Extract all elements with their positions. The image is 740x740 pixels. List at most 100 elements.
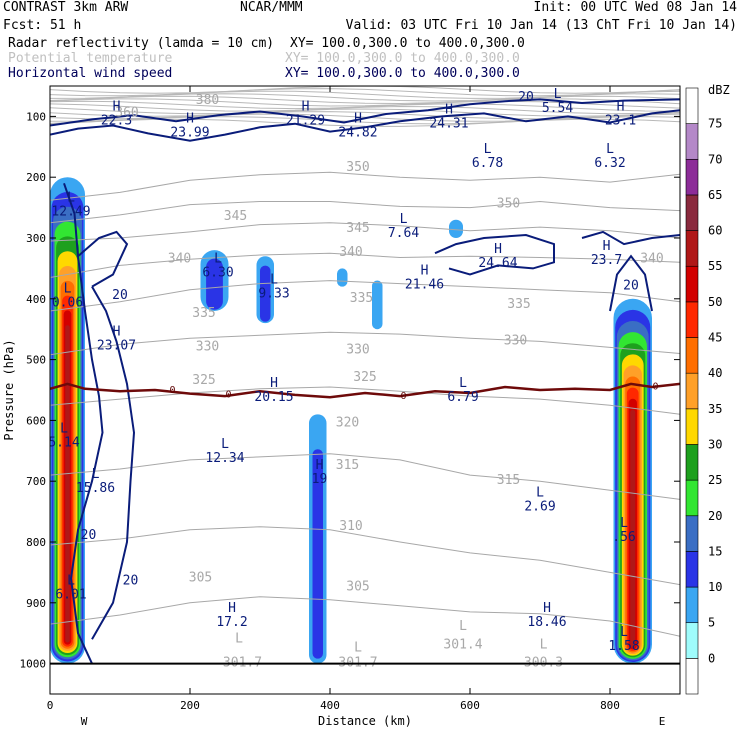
theta-label: 340 — [640, 251, 663, 266]
theta-contour-305 — [50, 596, 680, 637]
reflectivity-band — [372, 280, 383, 330]
colorbar-level-label: 30 — [708, 437, 722, 451]
theta-label: 360 — [115, 105, 138, 120]
wind-extremum-type: H — [354, 111, 362, 126]
reflectivity-band — [260, 265, 271, 322]
header-model: CONTRAST 3km ARW — [3, 0, 128, 15]
theta-upper-contour — [50, 98, 680, 107]
wind-extremum-type: L — [536, 485, 544, 500]
colorbar-swatch — [685, 408, 699, 445]
x-left-endpoint-label: W — [81, 715, 88, 728]
wind-extremum-value: 22.3 — [101, 113, 132, 128]
wind-extremum-type: L — [64, 282, 72, 297]
wind-extremum-type: L — [270, 273, 278, 288]
wind-extremum-type: L — [92, 467, 100, 482]
colorbar-swatch — [685, 622, 699, 659]
wind-extremum-value: 9.33 — [258, 287, 289, 302]
wind-extremum-type: L — [221, 437, 229, 452]
wind-extremum-value: 2.69 — [524, 499, 555, 514]
colorbar-level-label: 60 — [708, 224, 722, 238]
reflectivity-cell — [372, 280, 383, 330]
y-tick-label: 300 — [26, 232, 46, 245]
theta-label: 310 — [339, 519, 362, 534]
theta-contour-335 — [50, 252, 680, 278]
wind-extremum-type: H — [113, 324, 121, 339]
wind-extremum-value: 23.07 — [97, 338, 136, 353]
header-org: NCAR/MMM — [240, 0, 303, 15]
theta-label: 350 — [346, 160, 369, 175]
theta-label: 315 — [497, 473, 520, 488]
wind-extremum-type: H — [228, 601, 236, 616]
theta-label: 335 — [192, 306, 215, 321]
colorbar-swatch — [685, 444, 699, 481]
theta-label: 305 — [346, 580, 369, 595]
theta-label: 330 — [346, 343, 369, 358]
freezing-level-line — [50, 382, 680, 399]
wind-extremum-type: L — [459, 376, 467, 391]
y-tick-label: 700 — [26, 475, 46, 488]
colorbar-swatch — [685, 479, 699, 517]
theta-label: 335 — [507, 297, 530, 312]
theta-label: 325 — [353, 370, 376, 385]
y-axis-label: Pressure (hPa) — [2, 339, 16, 440]
theta-extremum-marker: L — [459, 619, 467, 634]
theta-contour-layer — [50, 171, 680, 637]
wind-isotach — [609, 254, 653, 312]
wind-isotach — [63, 182, 104, 665]
theta-upper-contour — [50, 95, 680, 105]
theta-extremum-marker: L — [235, 631, 243, 646]
colorbar-level-label: 55 — [708, 259, 722, 273]
freezing-level-label: 0 — [652, 382, 658, 393]
colorbar-level-label: 75 — [708, 117, 722, 131]
wind-extremum-value: 0.06 — [52, 296, 83, 311]
wind-extremum-value: 6.30 — [202, 265, 233, 280]
wind-extremum-type: L — [400, 212, 408, 227]
freezing-level-layer: 0 0 0 0 — [50, 382, 680, 402]
wind-extremum-value: 5.54 — [542, 101, 573, 116]
y-tick-label: 100 — [26, 110, 46, 123]
theta-contour-325 — [50, 331, 680, 356]
wind-isotach — [581, 230, 680, 246]
colorbar-swatch — [685, 158, 699, 196]
wind-isotach — [91, 286, 136, 640]
theta-upper-contour — [50, 86, 680, 94]
field-theta-xy: XY= 100.0,300.0 to 400.0,300.0 — [285, 51, 520, 66]
wind-isotach — [434, 233, 555, 276]
theta-label: 380 — [196, 93, 219, 108]
x-axis-label: Distance (km) — [318, 714, 412, 728]
wind-extremum-value: 21.29 — [286, 113, 325, 128]
wind-extremum-type: L — [214, 251, 222, 266]
colorbar-level-label: 40 — [708, 366, 722, 380]
plot-area: 0 0 0 0 380 360 350 350 345 345 340 340 340 335 335 33… — [49, 85, 681, 695]
colorbar-level-label: 45 — [708, 331, 722, 345]
colorbar-swatch — [685, 658, 699, 695]
wind-extremum-value: 6.32 — [594, 156, 625, 171]
x-tick-label: 600 — [460, 699, 480, 712]
wind-extremum-type: H — [302, 99, 310, 114]
y-tick-label: 1000 — [20, 658, 47, 671]
theta-contour-320 — [50, 386, 680, 415]
wind-extremum-value: 6.78 — [472, 156, 503, 171]
reflectivity-cell — [309, 414, 327, 664]
y-tick-label: 600 — [26, 414, 46, 427]
x-tick-label: 800 — [600, 699, 620, 712]
wind-speed-label: 20 — [112, 288, 128, 303]
theta-upper-contour — [50, 105, 680, 115]
colorbar-swatch — [685, 372, 699, 410]
wind-extremum-value: 12.34 — [205, 451, 244, 466]
x-right-endpoint-label: E — [659, 715, 666, 728]
y-tick-label: 500 — [26, 354, 46, 367]
freezing-level-label: 0 — [169, 385, 175, 396]
field-wind-name: Horizontal wind speed — [8, 66, 172, 81]
reflectivity-cell — [613, 298, 652, 664]
theta-label: 320 — [336, 415, 359, 430]
wind-extremum-value: 6.01 — [55, 588, 86, 603]
colorbar-level-label: 15 — [708, 544, 722, 558]
x-tick-label: 0 — [47, 699, 54, 712]
colorbar-level-label: 50 — [708, 295, 722, 309]
theta-contour-340 — [50, 222, 680, 242]
wind-extremum-type: L — [554, 87, 562, 102]
wind-extremum-value: 23.1 — [605, 113, 636, 128]
contour-label-layer: 380 360 350 350 345 345 340 340 340 335 335 335 330 3… — [50, 87, 664, 670]
